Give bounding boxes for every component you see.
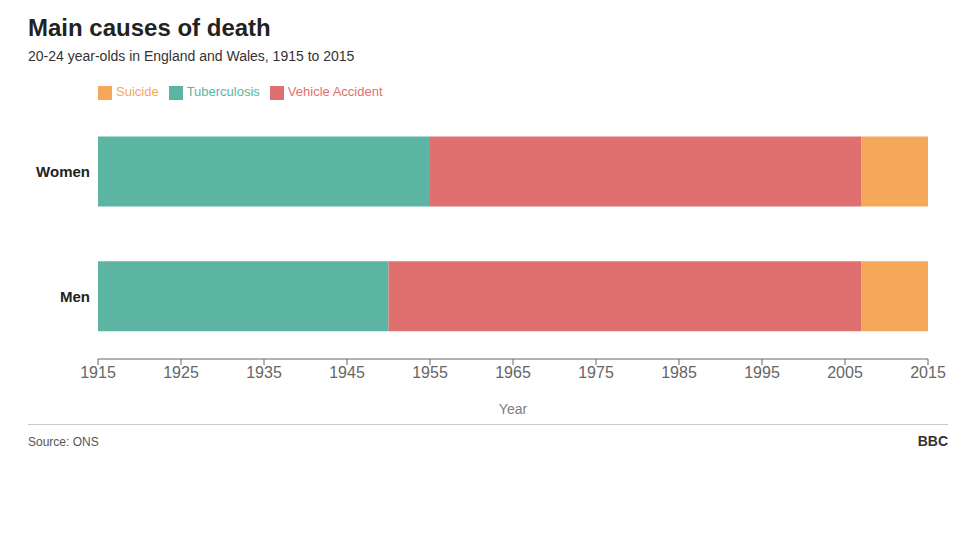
svg-text:1925: 1925 [163,364,199,381]
svg-text:1995: 1995 [744,364,780,381]
svg-text:Men: Men [60,288,90,305]
svg-text:1935: 1935 [246,364,282,381]
svg-text:2015: 2015 [910,364,946,381]
svg-text:1965: 1965 [495,364,531,381]
svg-text:2005: 2005 [827,364,863,381]
html-text:Main causes of death: Main causes of death [28,14,271,41]
html-text:Tuberculosis: Tuberculosis [186,84,260,99]
html-text:BBC: BBC [917,433,948,449]
svg-text:1975: 1975 [578,364,614,381]
svg-text:1985: 1985 [661,364,697,381]
html-text:Suicide: Suicide [116,84,159,99]
svg-text:Women: Women [36,163,90,180]
html-text:Vehicle Accident: Vehicle Accident [287,84,383,99]
svg-text:1955: 1955 [412,364,448,381]
svg-text:Year: Year [499,401,528,417]
html-text:Source: ONS: Source: ONS [28,435,99,449]
html-text:20-24 year-olds in England and: 20-24 year-olds in England and Wales, 19… [28,48,355,64]
svg-text:1915: 1915 [80,364,116,381]
svg-text:1945: 1945 [329,364,365,381]
